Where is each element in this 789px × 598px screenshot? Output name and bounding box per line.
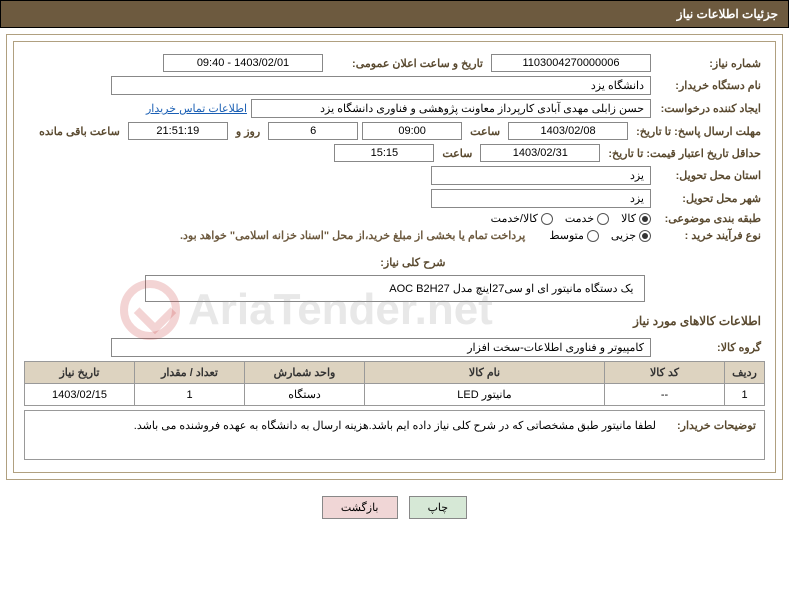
td-code: -- bbox=[605, 384, 725, 406]
requester-label: ایجاد کننده درخواست: bbox=[655, 102, 765, 115]
need-number-label: شماره نیاز: bbox=[655, 57, 765, 70]
row-need-number: شماره نیاز: 1103004270000006 تاریخ و ساع… bbox=[24, 54, 765, 72]
announce-value: 1403/02/01 - 09:40 bbox=[163, 54, 323, 72]
outer-panel: شماره نیاز: 1103004270000006 تاریخ و ساع… bbox=[6, 34, 783, 480]
org-label: نام دستگاه خریدار: bbox=[655, 79, 765, 92]
row-requester: ایجاد کننده درخواست: حسن زابلی مهدی آباد… bbox=[24, 99, 765, 118]
deadline-time: 09:00 bbox=[362, 122, 462, 140]
proc-small-label: جزیی bbox=[611, 229, 636, 242]
th-name: نام کالا bbox=[365, 362, 605, 384]
print-button[interactable]: چاپ bbox=[409, 496, 468, 519]
validity-label: حداقل تاریخ اعتبار قیمت: تا تاریخ: bbox=[604, 147, 765, 160]
desc-text: یک دستگاه مانیتور ای او سی27اینچ مدل AOC… bbox=[389, 283, 633, 295]
row-group: گروه کالا: کامپیوتر و فناوری اطلاعات-سخت… bbox=[24, 338, 765, 357]
desc-label: شرح کلی نیاز: bbox=[340, 256, 450, 269]
row-category: طبقه بندی موضوعی: کالا خدمت کالا/خدمت bbox=[24, 212, 765, 225]
contact-link[interactable]: اطلاعات تماس خریدار bbox=[146, 102, 247, 115]
process-radio-group: جزیی متوسط bbox=[549, 229, 651, 242]
cat-service-item[interactable]: خدمت bbox=[565, 212, 609, 225]
th-date: تاریخ نیاز bbox=[25, 362, 135, 384]
time-label-2: ساعت bbox=[438, 147, 476, 160]
th-code: کد کالا bbox=[605, 362, 725, 384]
row-city: شهر محل تحویل: یزد bbox=[24, 189, 765, 208]
td-date: 1403/02/15 bbox=[25, 384, 135, 406]
category-radio-group: کالا خدمت کالا/خدمت bbox=[491, 212, 651, 225]
cat-goods-label: کالا bbox=[621, 212, 636, 225]
page-header: جزئیات اطلاعات نیاز bbox=[0, 0, 789, 28]
desc-row: شرح کلی نیاز: bbox=[24, 256, 765, 269]
cat-both-item[interactable]: کالا/خدمت bbox=[491, 212, 553, 225]
td-name: مانیتور LED bbox=[365, 384, 605, 406]
proc-small-item[interactable]: جزیی bbox=[611, 229, 651, 242]
notes-label: توضیحات خریدار: bbox=[656, 419, 756, 432]
cat-goods-item[interactable]: کالا bbox=[621, 212, 651, 225]
button-row: چاپ بازگشت bbox=[0, 486, 789, 529]
deadline-label: مهلت ارسال پاسخ: تا تاریخ: bbox=[632, 125, 765, 138]
city-value: یزد bbox=[431, 189, 651, 208]
radio-checked-icon bbox=[639, 213, 651, 225]
radio-icon bbox=[541, 213, 553, 225]
details-panel: شماره نیاز: 1103004270000006 تاریخ و ساع… bbox=[13, 41, 776, 473]
td-unit: دستگاه bbox=[245, 384, 365, 406]
category-label: طبقه بندی موضوعی: bbox=[655, 212, 765, 225]
validity-date: 1403/02/31 bbox=[480, 144, 600, 162]
remain-label: ساعت باقی مانده bbox=[35, 125, 124, 138]
th-unit: واحد شمارش bbox=[245, 362, 365, 384]
row-province: استان محل تحویل: یزد bbox=[24, 166, 765, 185]
group-value: کامپیوتر و فناوری اطلاعات-سخت افزار bbox=[111, 338, 651, 357]
row-deadline: مهلت ارسال پاسخ: تا تاریخ: 1403/02/08 سا… bbox=[24, 122, 765, 140]
th-qty: تعداد / مقدار bbox=[135, 362, 245, 384]
days-label: روز و bbox=[232, 125, 264, 138]
cat-service-label: خدمت bbox=[565, 212, 594, 225]
goods-section-title: اطلاعات کالاهای مورد نیاز bbox=[24, 308, 765, 334]
table-header-row: ردیف کد کالا نام کالا واحد شمارش تعداد /… bbox=[25, 362, 765, 384]
province-value: یزد bbox=[431, 166, 651, 185]
row-process: نوع فرآیند خرید : جزیی متوسط پرداخت تمام… bbox=[24, 229, 765, 242]
days-remaining: 6 bbox=[268, 122, 358, 140]
time-label-1: ساعت bbox=[466, 125, 504, 138]
process-label: نوع فرآیند خرید : bbox=[655, 229, 765, 242]
announce-label: تاریخ و ساعت اعلان عمومی: bbox=[327, 57, 487, 70]
buyer-notes-box: توضیحات خریدار: لطفا مانیتور طبق مشخصاتی… bbox=[24, 410, 765, 460]
table-row: 1 -- مانیتور LED دستگاه 1 1403/02/15 bbox=[25, 384, 765, 406]
notes-text: لطفا مانیتور طبق مشخصاتی که در شرح کلی ن… bbox=[33, 419, 656, 432]
radio-icon bbox=[587, 230, 599, 242]
th-row: ردیف bbox=[725, 362, 765, 384]
group-label: گروه کالا: bbox=[655, 341, 765, 354]
row-org: نام دستگاه خریدار: دانشگاه یزد bbox=[24, 76, 765, 95]
td-qty: 1 bbox=[135, 384, 245, 406]
proc-medium-item[interactable]: متوسط bbox=[549, 229, 599, 242]
row-validity: حداقل تاریخ اعتبار قیمت: تا تاریخ: 1403/… bbox=[24, 144, 765, 162]
page-title: جزئیات اطلاعات نیاز bbox=[677, 7, 778, 21]
desc-box: یک دستگاه مانیتور ای او سی27اینچ مدل AOC… bbox=[145, 275, 645, 302]
need-number-value: 1103004270000006 bbox=[491, 54, 651, 72]
countdown: 21:51:19 bbox=[128, 122, 228, 140]
city-label: شهر محل تحویل: bbox=[655, 192, 765, 205]
goods-table: ردیف کد کالا نام کالا واحد شمارش تعداد /… bbox=[24, 361, 765, 406]
requester-value: حسن زابلی مهدی آبادی کارپرداز معاونت پژو… bbox=[251, 99, 651, 118]
proc-medium-label: متوسط bbox=[549, 229, 584, 242]
org-value: دانشگاه یزد bbox=[111, 76, 651, 95]
validity-time: 15:15 bbox=[334, 144, 434, 162]
process-note: پرداخت تمام یا بخشی از مبلغ خرید،از محل … bbox=[180, 229, 525, 242]
radio-checked-icon bbox=[639, 230, 651, 242]
province-label: استان محل تحویل: bbox=[655, 169, 765, 182]
back-button[interactable]: بازگشت bbox=[322, 496, 398, 519]
td-row: 1 bbox=[725, 384, 765, 406]
radio-icon bbox=[597, 213, 609, 225]
deadline-date: 1403/02/08 bbox=[508, 122, 628, 140]
cat-both-label: کالا/خدمت bbox=[491, 212, 538, 225]
